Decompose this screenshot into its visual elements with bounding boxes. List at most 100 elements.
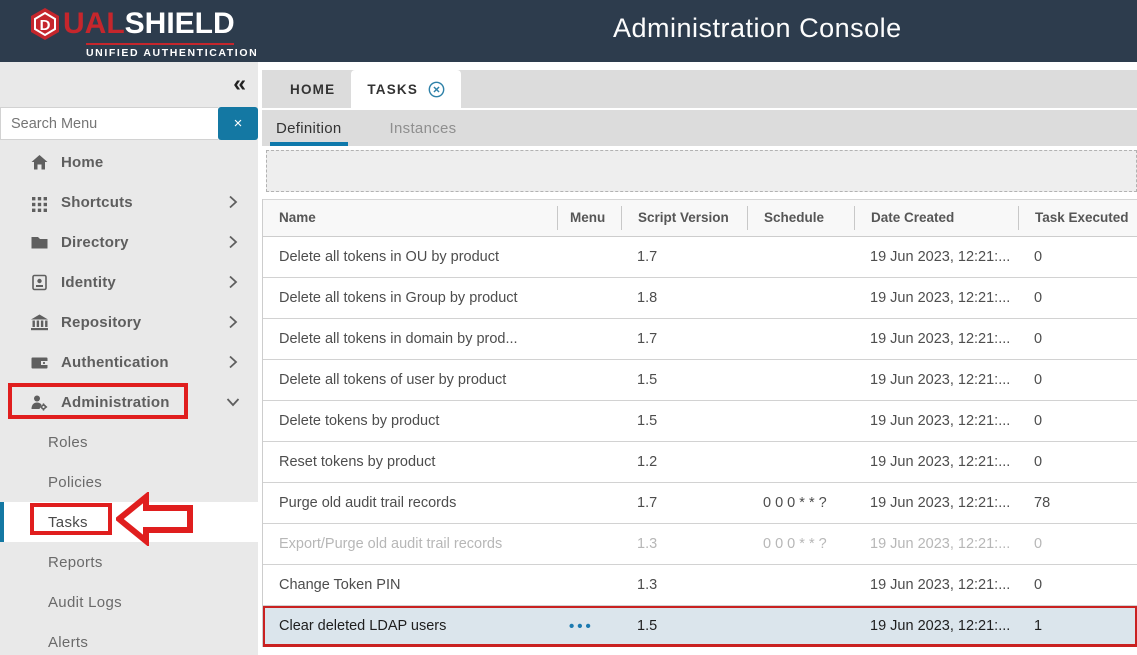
- sidebar-item-administration[interactable]: Administration: [0, 382, 258, 422]
- sidebar-item-alerts[interactable]: Alerts: [0, 622, 258, 655]
- cell-script-version: 1.7: [637, 249, 658, 265]
- cell-date-created: 19 Jun 2023, 12:21:...: [870, 495, 1011, 511]
- sidebar-subitem-label: Roles: [48, 433, 88, 451]
- row-menu-ellipsis-icon[interactable]: •••: [569, 617, 594, 635]
- cell-script-version: 1.7: [637, 331, 658, 347]
- cell-task-executed: 0: [1034, 454, 1043, 470]
- chevron-right-icon: [229, 355, 238, 369]
- cell-script-version: 1.3: [637, 536, 658, 552]
- cell-date-created: 19 Jun 2023, 12:21:...: [870, 454, 1011, 470]
- column-header-schedule[interactable]: Schedule: [747, 206, 854, 230]
- table-row[interactable]: Change Token PIN 1.3 19 Jun 2023, 12:21:…: [263, 565, 1137, 606]
- tab-close-icon[interactable]: [428, 81, 445, 98]
- tab-tasks[interactable]: TASKS: [351, 70, 462, 108]
- dualshield-logo-icon: D: [31, 8, 59, 40]
- subtab-label: Definition: [276, 120, 342, 137]
- cell-name: Delete all tokens in OU by product: [279, 249, 500, 265]
- cell-script-version: 1.5: [637, 413, 658, 429]
- column-header-task-executed[interactable]: Task Executed: [1018, 206, 1137, 230]
- cell-script-version: 1.5: [637, 618, 658, 634]
- chevron-right-icon: [229, 235, 238, 249]
- sidebar-item-label: Home: [61, 153, 104, 171]
- repository-bank-icon: [31, 314, 48, 330]
- brand-text-shield: SHIELD: [124, 7, 235, 40]
- sidebar-item-label: Shortcuts: [61, 193, 133, 211]
- search-input[interactable]: [0, 107, 218, 140]
- sidebar-item-directory[interactable]: Directory: [0, 222, 258, 262]
- table-row[interactable]: Delete all tokens in OU by product 1.7 1…: [263, 237, 1137, 278]
- cell-name: Export/Purge old audit trail records: [279, 536, 503, 552]
- sidebar-subitem-label: Audit Logs: [48, 593, 122, 611]
- search-clear-button[interactable]: ×: [218, 107, 258, 140]
- chevron-right-icon: [229, 195, 238, 209]
- sidebar-collapse-row: «: [0, 62, 258, 106]
- sidebar-subitem-label: Tasks: [48, 513, 88, 531]
- sidebar-item-identity[interactable]: Identity: [0, 262, 258, 302]
- cell-date-created: 19 Jun 2023, 12:21:...: [870, 413, 1011, 429]
- sidebar-item-repository[interactable]: Repository: [0, 302, 258, 342]
- svg-text:D: D: [40, 17, 51, 34]
- cell-script-version: 1.3: [637, 577, 658, 593]
- sidebar-item-reports[interactable]: Reports: [0, 542, 258, 582]
- chevron-right-icon: [229, 275, 238, 289]
- cell-task-executed: 0: [1034, 290, 1043, 306]
- tab-label: TASKS: [367, 81, 419, 97]
- table-row[interactable]: Purge old audit trail records 1.7 0 0 0 …: [263, 483, 1137, 524]
- table-row[interactable]: Delete tokens by product 1.5 19 Jun 2023…: [263, 401, 1137, 442]
- sidebar-item-label: Identity: [61, 273, 116, 291]
- cell-task-executed: 0: [1034, 577, 1043, 593]
- sidebar-item-audit-logs[interactable]: Audit Logs: [0, 582, 258, 622]
- table-row[interactable]: Delete all tokens in Group by product 1.…: [263, 278, 1137, 319]
- authentication-wallet-icon: [31, 357, 48, 368]
- sidebar-item-policies[interactable]: Policies: [0, 462, 258, 502]
- home-icon: [31, 154, 48, 169]
- identity-card-icon: [32, 274, 47, 290]
- table-row[interactable]: Delete all tokens in domain by prod... 1…: [263, 319, 1137, 360]
- cell-script-version: 1.5: [637, 372, 658, 388]
- tab-home[interactable]: HOME: [274, 70, 351, 108]
- table-row[interactable]: Reset tokens by product 1.2 19 Jun 2023,…: [263, 442, 1137, 483]
- sidebar-menu: Home Shortcuts Dire: [0, 142, 258, 655]
- sidebar-subitem-label: Reports: [48, 553, 103, 571]
- table-body: Delete all tokens in OU by product 1.7 1…: [263, 237, 1137, 647]
- cell-name: Clear deleted LDAP users: [279, 618, 447, 634]
- cell-task-executed: 0: [1034, 331, 1043, 347]
- dualshield-logo: D UAL SHIELD UNIFIED AUTHENTICATION: [28, 6, 258, 59]
- sidebar-item-label: Authentication: [61, 353, 169, 371]
- sidebar-item-home[interactable]: Home: [0, 142, 258, 182]
- tasks-table: Name Menu Script Version Schedule Date C…: [262, 199, 1137, 647]
- table-row[interactable]: Delete all tokens of user by product 1.5…: [263, 360, 1137, 401]
- cell-task-executed: 0: [1034, 413, 1043, 429]
- cell-name: Purge old audit trail records: [279, 495, 457, 511]
- cell-schedule: 0 0 0 * * ?: [763, 536, 827, 552]
- cell-task-executed: 78: [1034, 495, 1051, 511]
- cell-name: Delete all tokens in Group by product: [279, 290, 518, 306]
- sidebar-item-roles[interactable]: Roles: [0, 422, 258, 462]
- sidebar-item-authentication[interactable]: Authentication: [0, 342, 258, 382]
- cell-script-version: 1.7: [637, 495, 658, 511]
- cell-name: Delete all tokens of user by product: [279, 372, 507, 388]
- table-row[interactable]: Export/Purge old audit trail records 1.3…: [263, 524, 1137, 565]
- table-row-selected[interactable]: Clear deleted LDAP users ••• 1.5 19 Jun …: [263, 606, 1137, 647]
- subtab-instances[interactable]: Instances: [384, 120, 463, 146]
- column-header-name[interactable]: Name: [279, 210, 316, 225]
- subtab-bar: Definition Instances: [262, 110, 1137, 146]
- main-content: HOME TASKS Definition Instances Name: [258, 62, 1137, 655]
- sidebar-collapse-icon[interactable]: «: [233, 70, 246, 96]
- subtab-definition[interactable]: Definition: [270, 120, 348, 146]
- column-header-date-created[interactable]: Date Created: [854, 206, 1018, 230]
- cell-date-created: 19 Jun 2023, 12:21:...: [870, 249, 1011, 265]
- cell-schedule: 0 0 0 * * ?: [763, 495, 827, 511]
- sidebar-item-tasks[interactable]: Tasks: [0, 502, 258, 542]
- top-header: D UAL SHIELD UNIFIED AUTHENTICATION Admin…: [0, 0, 1137, 62]
- column-header-menu[interactable]: Menu: [557, 206, 621, 230]
- cell-name: Delete tokens by product: [279, 413, 440, 429]
- shortcuts-grid-icon: [32, 196, 47, 212]
- column-header-script-version[interactable]: Script Version: [621, 206, 747, 230]
- logo-divider: [86, 43, 234, 45]
- sidebar-item-shortcuts[interactable]: Shortcuts: [0, 182, 258, 222]
- cell-date-created: 19 Jun 2023, 12:21:...: [870, 372, 1011, 388]
- cell-date-created: 19 Jun 2023, 12:21:...: [870, 331, 1011, 347]
- close-icon: ×: [233, 115, 243, 132]
